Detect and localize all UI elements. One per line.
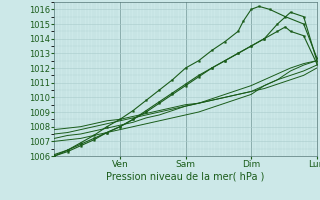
X-axis label: Pression niveau de la mer( hPa ): Pression niveau de la mer( hPa ) [107,172,265,182]
